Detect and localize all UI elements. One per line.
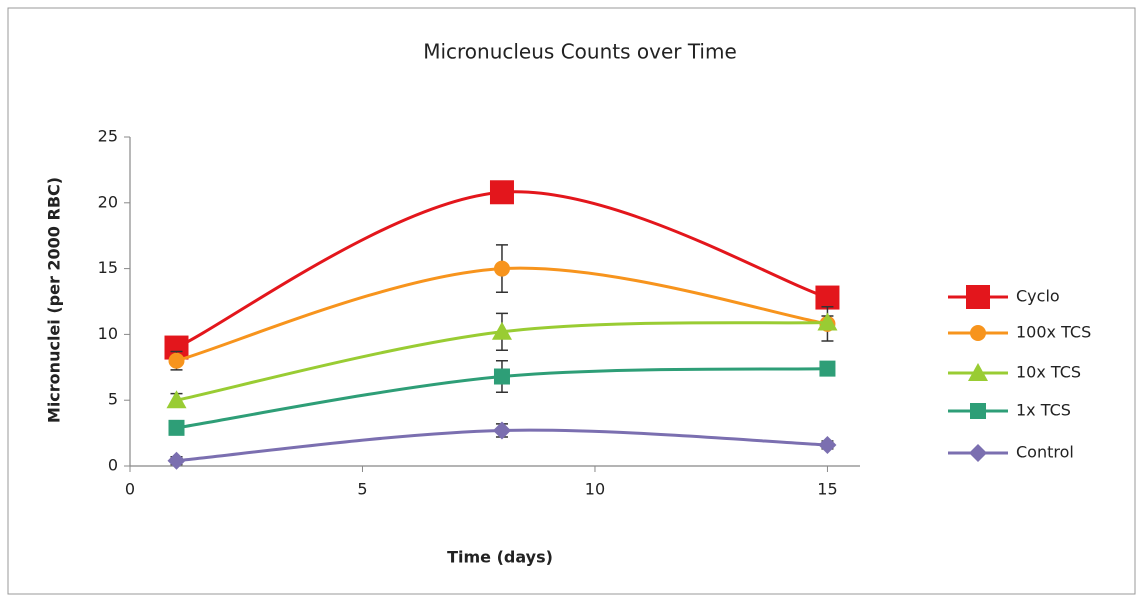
y-tick-label: 10	[98, 324, 118, 343]
data-point	[815, 285, 840, 310]
legend-label: Control	[1016, 443, 1074, 462]
x-tick-label: 15	[817, 480, 837, 499]
legend-marker	[970, 403, 986, 419]
data-point	[167, 451, 186, 470]
legend-label: 10x TCS	[1016, 363, 1081, 382]
legend-marker	[970, 325, 986, 341]
y-tick-label: 25	[98, 127, 118, 146]
data-point	[493, 260, 510, 277]
y-tick-label: 20	[98, 192, 118, 211]
data-point	[489, 180, 514, 205]
chart-border	[7, 7, 1136, 595]
y-tick-label: 15	[98, 258, 118, 277]
data-point	[166, 390, 187, 409]
data-point	[492, 421, 511, 440]
data-point	[493, 368, 510, 385]
legend-marker	[969, 444, 987, 462]
x-tick-label: 5	[357, 480, 367, 499]
chart-title: Micronucleus Counts over Time	[423, 40, 737, 64]
x-tick-label: 0	[125, 480, 135, 499]
legend-marker	[968, 363, 988, 381]
data-point	[168, 419, 185, 436]
data-point	[818, 435, 837, 454]
legend-marker	[966, 285, 990, 309]
data-point	[819, 360, 836, 377]
legend-label: 100x TCS	[1016, 323, 1091, 342]
x-tick-label: 10	[585, 480, 605, 499]
y-axis-label: Micronuclei (per 2000 RBC)	[45, 177, 64, 423]
legend-label: Cyclo	[1016, 287, 1060, 306]
data-point	[817, 312, 838, 331]
data-point	[491, 321, 512, 340]
data-point	[168, 352, 185, 369]
x-axis-label: Time (days)	[447, 548, 553, 567]
y-tick-label: 5	[108, 390, 118, 409]
legend-label: 1x TCS	[1016, 401, 1071, 420]
y-tick-label: 0	[108, 456, 118, 475]
